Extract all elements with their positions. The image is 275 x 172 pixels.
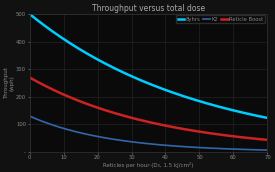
K2 [28, 115, 31, 117]
K2 [70, 130, 73, 132]
K2 [207, 147, 210, 149]
8yhrs [187, 97, 190, 99]
Title: Throughput versus total dose: Throughput versus total dose [92, 4, 205, 13]
Reticle Boost [207, 132, 210, 134]
Reticle Boost [28, 76, 31, 78]
K2 [187, 146, 190, 148]
K2 [168, 145, 171, 147]
8yhrs [207, 103, 210, 105]
X-axis label: Reticles per hour·(D₀, 1.5 kJ/cm²): Reticles per hour·(D₀, 1.5 kJ/cm²) [103, 162, 194, 168]
Reticle Boost [168, 125, 171, 127]
Legend: 8yhrs, K2, Reticle Boost: 8yhrs, K2, Reticle Boost [176, 15, 265, 24]
K2 [136, 141, 139, 143]
8yhrs [28, 13, 31, 15]
8yhrs [70, 43, 73, 45]
Line: K2: K2 [29, 116, 268, 150]
Reticle Boost [70, 97, 73, 99]
Reticle Boost [89, 104, 92, 106]
Line: 8yhrs: 8yhrs [29, 14, 268, 118]
Reticle Boost [266, 139, 269, 141]
Y-axis label: Throughput
(wph): Throughput (wph) [4, 67, 15, 99]
K2 [266, 149, 269, 151]
Line: Reticle Boost: Reticle Boost [29, 77, 268, 140]
8yhrs [89, 55, 92, 57]
8yhrs [168, 90, 171, 93]
8yhrs [266, 117, 269, 119]
K2 [89, 134, 92, 136]
8yhrs [136, 78, 139, 80]
Reticle Boost [136, 118, 139, 120]
Reticle Boost [187, 129, 190, 131]
